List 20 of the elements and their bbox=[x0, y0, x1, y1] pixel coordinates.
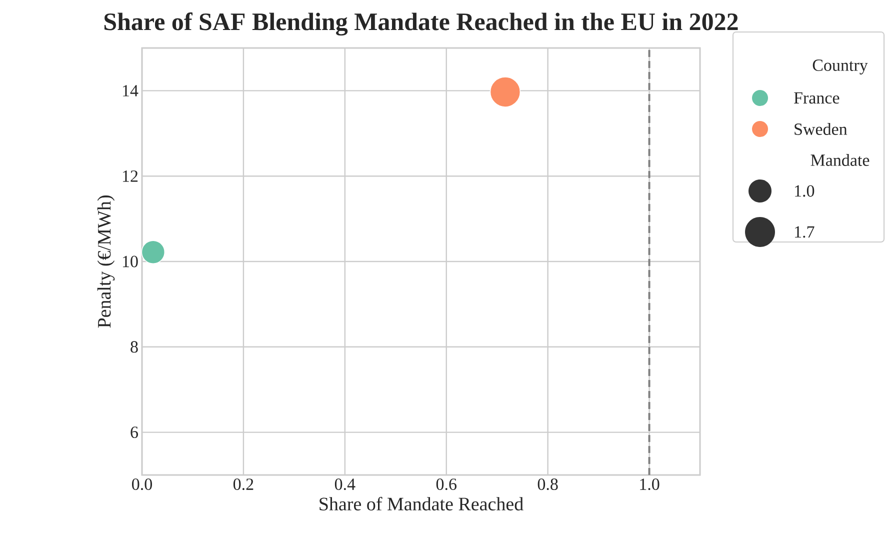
chart-title: Share of SAF Blending Mandate Reached in the EU in 2022 bbox=[104, 12, 738, 36]
x-tick-label: 1.0 bbox=[640, 478, 660, 490]
x-tick-label: 0.0 bbox=[132, 478, 152, 490]
legend-title: Country bbox=[812, 60, 868, 74]
x-tick-label: 0.6 bbox=[436, 478, 456, 490]
x-tick-label: 0.2 bbox=[233, 478, 254, 490]
y-tick-label: 14 bbox=[122, 85, 138, 96]
y-tick-label: 6 bbox=[130, 426, 138, 438]
legend-label: Sweden bbox=[794, 123, 848, 135]
legend-label: 1.0 bbox=[795, 185, 814, 197]
x-axis-title: Share of Mandate Reached bbox=[320, 496, 524, 510]
y-tick-label: 10 bbox=[122, 256, 138, 268]
y-tick-label: 8 bbox=[130, 341, 138, 353]
x-tick-label: 0.4 bbox=[334, 478, 356, 490]
legend-label: 1.7 bbox=[795, 226, 814, 238]
y-tick-label: 12 bbox=[122, 170, 138, 182]
y-axis-title: Penalty (€/MWh) bbox=[97, 196, 115, 328]
legend-label: France bbox=[794, 92, 840, 104]
text: Mandate bbox=[810, 154, 870, 166]
x-tick-label: 0.8 bbox=[538, 478, 558, 490]
